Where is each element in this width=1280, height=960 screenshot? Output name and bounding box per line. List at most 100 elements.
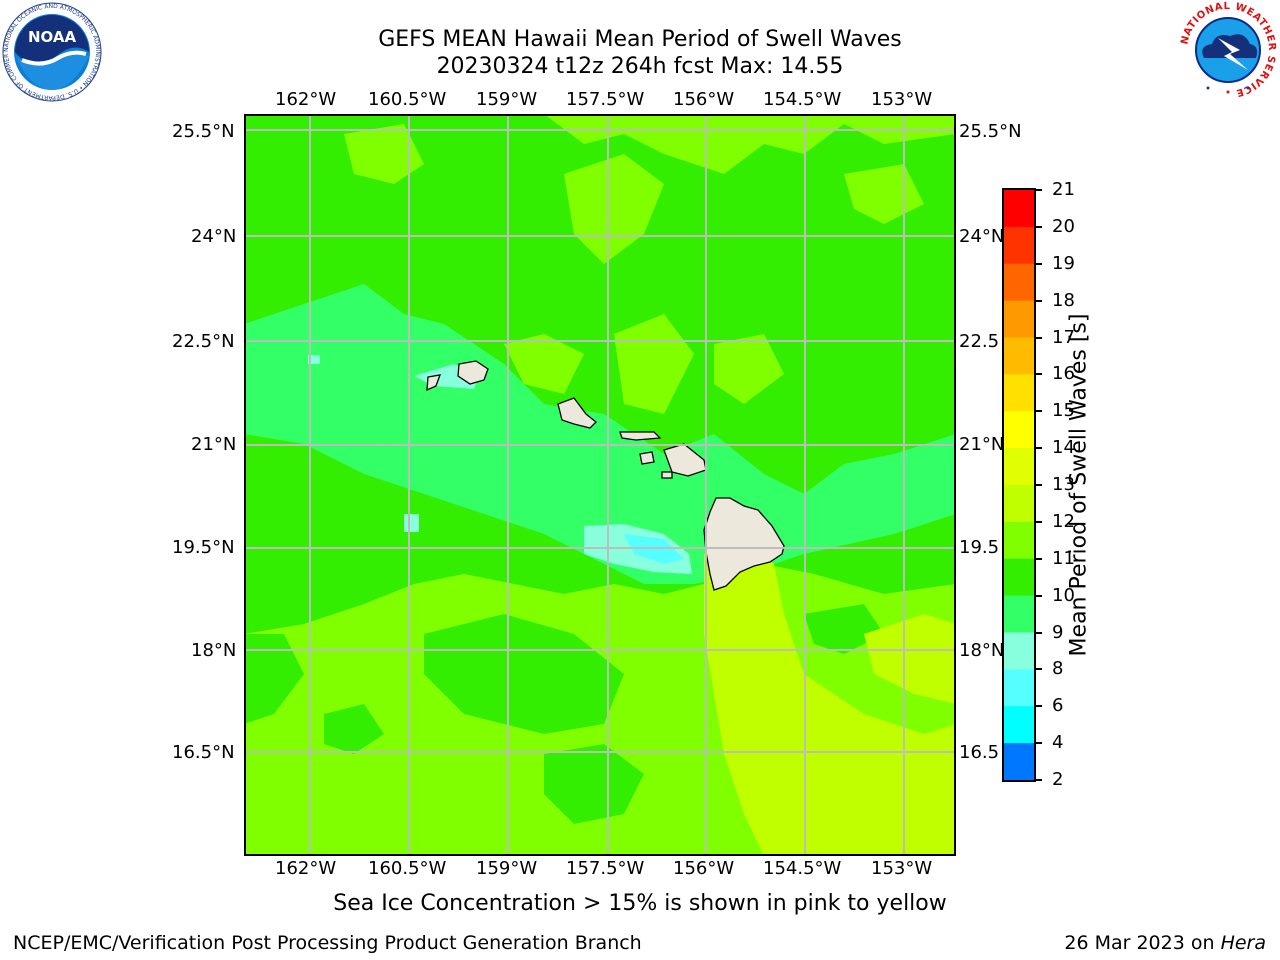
swell-period-map <box>244 114 956 856</box>
colorbar-segment <box>1004 485 1034 523</box>
colorbar-tick-label: 9 <box>1052 621 1064 643</box>
colorbar-label: Mean Period of Swell Waves [s] <box>1066 313 1092 657</box>
lat-label-right: 16.5 <box>959 742 1000 763</box>
lon-label-bottom: 159°W <box>476 858 538 879</box>
noaa-text: NOAA <box>28 28 77 46</box>
colorbar-tick-label: 18 <box>1052 289 1075 311</box>
colorbar-tick-label: 4 <box>1052 732 1064 754</box>
colorbar-segment <box>1004 374 1034 412</box>
colorbar-tick-mark <box>1036 262 1042 265</box>
lon-label-bottom: 154.5°W <box>763 858 842 879</box>
map-subtitle: 20230324 t12z 264h fcst Max: 14.55 <box>436 54 844 79</box>
colorbar-tick-label: 16 <box>1052 363 1075 385</box>
sea-ice-note: Sea Ice Concentration > 15% is shown in … <box>333 891 947 916</box>
kauai-island <box>457 360 489 385</box>
lat-label-left: 21°N <box>191 434 237 455</box>
lon-label-bottom: 160.5°W <box>368 858 447 879</box>
colorbar-segment <box>1004 263 1034 302</box>
nws-logo: NATIONAL WEATHER SERVICE <box>1179 1 1276 98</box>
colorbar-tick-mark <box>1036 410 1042 413</box>
colorbar-tick-mark <box>1036 484 1042 486</box>
colorbar-tick-mark <box>1036 705 1042 708</box>
colorbar-tick-mark <box>1036 742 1042 745</box>
colorbar-segment <box>1004 337 1034 375</box>
lat-label-left: 16.5°N <box>172 742 235 763</box>
colorbar <box>1002 188 1036 782</box>
lon-label-top: 162°W <box>275 89 337 110</box>
colorbar-tick-label: 12 <box>1052 510 1075 532</box>
colorbar-segment <box>1004 595 1034 633</box>
lat-label-right: 22.5 <box>959 331 1000 352</box>
footer-host: Hera <box>1220 932 1266 954</box>
colorbar-segment <box>1004 669 1034 707</box>
lon-label-bottom: 156°W <box>673 858 735 879</box>
oahu-island <box>557 397 597 429</box>
colorbar-segment <box>1004 448 1034 486</box>
colorbar-tick-label: 17 <box>1052 326 1075 348</box>
lat-label-right: 25.5°N <box>959 121 1022 142</box>
lat-label-left: 25.5°N <box>172 121 235 142</box>
lon-label-top: 154.5°W <box>763 89 842 110</box>
colorbar-tick-mark <box>1036 299 1042 302</box>
colorbar-tick-label: 8 <box>1052 658 1064 680</box>
colorbar-tick-label: 10 <box>1052 584 1075 606</box>
lat-label-left: 22.5°N <box>172 331 235 352</box>
noaa-logo: NATIONAL OCEANIC AND ATMOSPHERIC ADMINIS… <box>2 2 102 102</box>
molokai-island <box>619 431 662 441</box>
colorbar-segment <box>1004 632 1034 670</box>
colorbar-segment <box>1004 558 1034 597</box>
colorbar-tick-mark <box>1036 189 1042 191</box>
lat-label-right: 18°N <box>959 640 1005 661</box>
colorbar-segment <box>1004 190 1034 228</box>
colorbar-segment <box>1004 411 1034 449</box>
lon-label-bottom: 153°W <box>871 858 933 879</box>
colorbar-tick-mark <box>1036 225 1042 228</box>
lat-label-right: 21°N <box>959 434 1005 455</box>
colorbar-tick-label: 2 <box>1052 769 1064 790</box>
colorbar-tick-mark <box>1036 557 1042 560</box>
map-frame <box>244 114 956 856</box>
kahoolawe-island <box>661 471 673 479</box>
lat-label-left: 18°N <box>191 640 237 661</box>
footer-date-text: 26 Mar 2023 on <box>1064 932 1221 954</box>
colorbar-tick-label: 11 <box>1052 547 1075 569</box>
colorbar-tick-label: 14 <box>1052 437 1075 459</box>
lon-label-bottom: 157.5°W <box>566 858 645 879</box>
graticule <box>244 114 956 856</box>
lon-label-bottom: 162°W <box>275 858 337 879</box>
colorbar-segment <box>1004 226 1034 265</box>
colorbar-tick-label: 19 <box>1052 252 1075 274</box>
colorbar-tick-mark <box>1036 779 1042 781</box>
field-13s-core <box>704 544 956 856</box>
colorbar-tick-mark <box>1036 336 1042 339</box>
colorbar-tick-mark <box>1036 447 1042 450</box>
lat-label-right: 24°N <box>959 226 1005 247</box>
lon-label-top: 157.5°W <box>566 89 645 110</box>
niihau-island <box>426 374 441 392</box>
footer-date: 26 Mar 2023 on Hera <box>1064 932 1266 954</box>
colorbar-segment <box>1004 706 1034 744</box>
colorbar-segment <box>1004 743 1034 781</box>
lon-label-top: 159°W <box>476 89 538 110</box>
colorbar-tick-label: 21 <box>1052 179 1075 200</box>
lat-label-right: 19.5 <box>959 537 1000 558</box>
footer-branch: NCEP/EMC/Verification Post Processing Pr… <box>13 932 642 954</box>
colorbar-tick-label: 6 <box>1052 695 1064 717</box>
colorbar-segment <box>1004 521 1034 560</box>
field-10s-band <box>244 284 956 584</box>
lat-label-left: 24°N <box>191 226 237 247</box>
colorbar-tick-mark <box>1036 373 1042 376</box>
colorbar-tick-mark <box>1036 668 1042 671</box>
lon-label-top: 153°W <box>871 89 933 110</box>
colorbar-tick-mark <box>1036 631 1042 634</box>
lon-label-top: 156°W <box>673 89 735 110</box>
colorbar-tick-mark <box>1036 520 1042 523</box>
colorbar-segment <box>1004 300 1034 338</box>
colorbar-tick-label: 13 <box>1052 474 1075 495</box>
colorbar-tick-label: 15 <box>1052 400 1075 422</box>
colorbar-tick-mark <box>1036 594 1042 597</box>
map-title: GEFS MEAN Hawaii Mean Period of Swell Wa… <box>378 27 902 52</box>
lat-label-left: 19.5°N <box>172 537 235 558</box>
colorbar-frame <box>1002 188 1036 782</box>
lanai-island <box>639 451 655 465</box>
